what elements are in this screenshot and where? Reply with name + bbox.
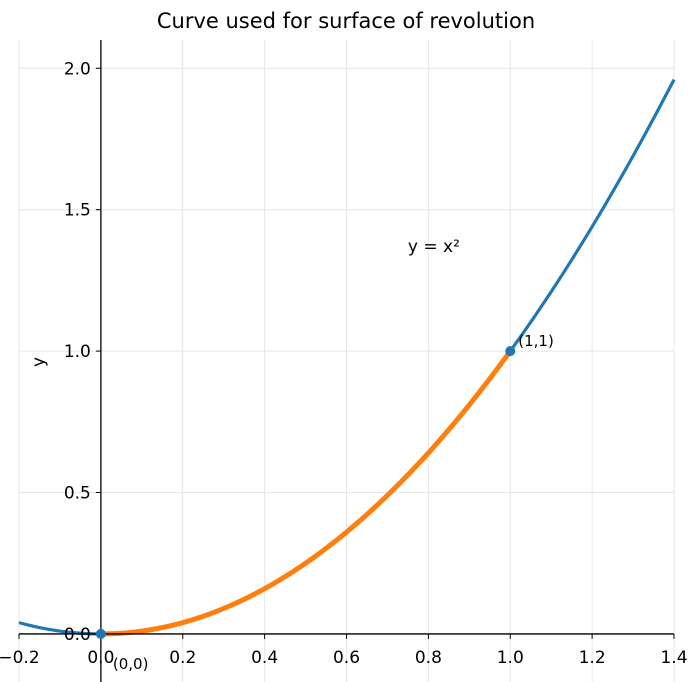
x-tick-label: 0.6 xyxy=(333,648,360,668)
x-tick-label: −0.2 xyxy=(0,648,40,668)
y-tick-label: 0.0 xyxy=(64,625,91,645)
y-tick-label: 1.0 xyxy=(64,342,91,362)
x-tick-label: 1.4 xyxy=(660,648,687,668)
chart-title: Curve used for surface of revolution xyxy=(157,9,535,33)
curve-line-1 xyxy=(100,349,513,637)
y-tick-label: 0.5 xyxy=(64,484,91,504)
x-tick-label: 1.2 xyxy=(579,648,606,668)
y-tick-label: 2.0 xyxy=(64,59,91,79)
curve-annotation: y = x² xyxy=(408,237,460,257)
grid xyxy=(18,40,675,682)
x-tick-label: 1.0 xyxy=(497,648,524,668)
point-marker xyxy=(95,628,106,639)
y-tick-label: 1.5 xyxy=(64,201,91,221)
x-axis-label: x xyxy=(341,677,351,682)
point-marker xyxy=(505,346,516,357)
x-tick-label: 0.8 xyxy=(415,648,442,668)
curves xyxy=(18,78,676,637)
x-tick-label: 0.0 xyxy=(87,648,114,668)
x-tick-label: 0.2 xyxy=(169,648,196,668)
point-label: (0,0) xyxy=(113,655,149,673)
x-tick-label: 0.4 xyxy=(251,648,278,668)
ticks: −0.2 0.0 0.2 0.4 0.6 0.8 1.0 1.2 1.4 0.0 0.5 1.0 1.5… xyxy=(0,59,688,668)
y-axis-label: y xyxy=(29,357,49,367)
points: (0,0) (1,1) xyxy=(95,332,554,673)
point-label: (1,1) xyxy=(518,332,554,350)
